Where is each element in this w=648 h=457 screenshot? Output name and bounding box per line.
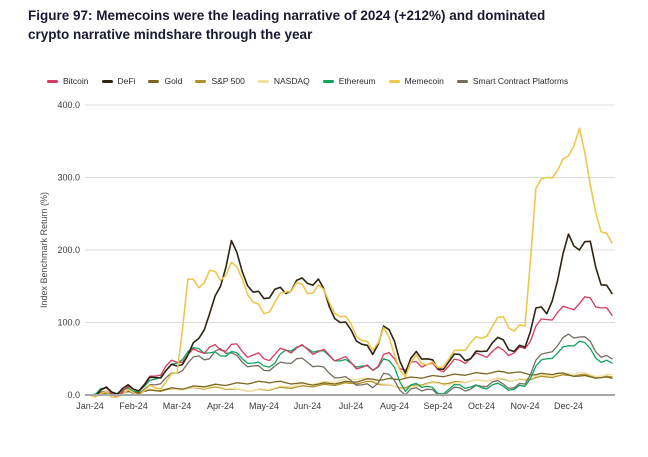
legend-item-gold: Gold	[148, 76, 182, 86]
legend-label: S&P 500	[211, 76, 245, 86]
x-axis-tick-label: Feb-24	[119, 401, 148, 411]
legend-label: NASDAQ	[273, 76, 310, 86]
legend-label: Bitcoin	[63, 76, 89, 86]
legend-label: Gold	[164, 76, 183, 86]
series-line-bitcoin	[89, 296, 613, 398]
figure-title-line1: Figure 97: Memecoins were the leading na…	[28, 8, 546, 23]
x-axis-tick-label: Aug-24	[380, 401, 409, 411]
legend-item-ethereum: Ethereum	[322, 76, 376, 86]
legend-item-nasdaq: NASDAQ	[257, 76, 310, 86]
series-line-smart-contract-platforms	[89, 333, 613, 398]
legend-item-s-p-500: S&P 500	[195, 76, 245, 86]
line-chart: 0.0 100.0 200.0 300.0 400.0 Index Benchmark R…	[39, 100, 615, 411]
x-axis-tick-label: Jul-24	[339, 401, 364, 411]
x-axis-tick-label: Jan-24	[76, 401, 104, 411]
x-axis-tick-label: Mar-24	[163, 401, 192, 411]
legend-label: Memecoin	[404, 76, 444, 86]
legend-label: Smart Contract Platforms	[472, 76, 569, 86]
y-axis-title: Index Benchmark Return (%)	[39, 192, 49, 308]
legend-swatch-gold	[148, 79, 160, 83]
legend-swatch-s-p-500	[195, 79, 207, 83]
legend-swatch-ethereum	[322, 79, 334, 83]
legend-swatch-smart-contract-platforms	[456, 79, 468, 83]
y-axis-tick-label: 200.0	[57, 245, 80, 255]
x-axis-tick-label: Nov-24	[510, 401, 539, 411]
x-axis-tick-label: Jun-24	[294, 401, 322, 411]
legend-swatch-memecoin	[388, 79, 400, 83]
y-axis-tick-label: 0.0	[67, 390, 80, 400]
legend-label: DeFi	[117, 76, 136, 86]
figure-title: Figure 97: Memecoins were the leading na…	[28, 6, 628, 44]
series-line-nasdaq	[89, 371, 613, 396]
legend-item-defi: DeFi	[101, 76, 136, 86]
legend-item-bitcoin: Bitcoin	[47, 76, 89, 86]
legend-item-smart-contract-platforms: Smart Contract Platforms	[456, 76, 569, 86]
x-axis-tick-label: Apr-24	[207, 401, 234, 411]
x-axis-tick-label: Oct-24	[468, 401, 495, 411]
legend-label: Ethereum	[338, 76, 376, 86]
x-axis-tick-label: May-24	[249, 401, 279, 411]
legend-swatch-bitcoin	[47, 79, 58, 83]
x-axis-tick-label: Dec-24	[554, 401, 583, 411]
series-line-defi	[89, 233, 613, 398]
series-line-memecoin	[89, 127, 613, 399]
x-axis-tick-label: Sep-24	[423, 401, 452, 411]
legend-swatch-defi	[101, 79, 113, 83]
chart-legend: Bitcoin DeFi Gold S&P 500 NASDAQ Ethereum Meme…	[47, 76, 627, 86]
y-axis-tick-label: 100.0	[57, 318, 80, 328]
legend-swatch-nasdaq	[257, 79, 269, 83]
legend-item-memecoin: Memecoin	[388, 76, 444, 86]
y-axis-tick-label: 300.0	[57, 173, 80, 183]
figure-title-line2: crypto narrative mindshare through the y…	[28, 27, 313, 42]
series-line-gold	[89, 370, 613, 396]
y-axis-tick-label: 400.0	[57, 100, 80, 110]
